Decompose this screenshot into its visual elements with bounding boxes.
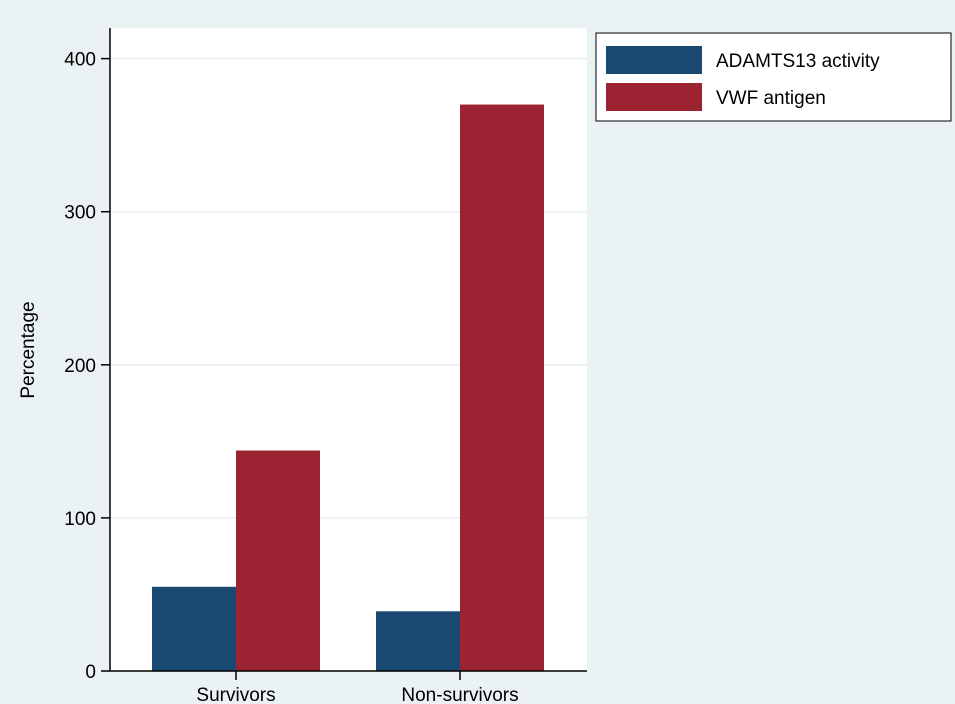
y-tick-label-200: 200 xyxy=(64,356,96,377)
y-axis-title: Percentage xyxy=(18,301,39,398)
x-tick-label-survivors: Survivors xyxy=(196,685,275,704)
y-tick-label-100: 100 xyxy=(64,509,96,530)
legend-swatch-adamts13 xyxy=(606,46,702,74)
legend-swatch-vwf xyxy=(606,83,702,111)
axes xyxy=(109,28,587,672)
bar-non-survivors-adamts13 xyxy=(376,611,460,671)
x-tick-labels: Survivors Non-survivors xyxy=(196,671,519,704)
legend-label-adamts13: ADAMTS13 activity xyxy=(716,51,880,72)
bar-non-survivors-vwf xyxy=(460,104,544,672)
legend-label-vwf: VWF antigen xyxy=(716,88,826,109)
y-ticks: 0 100 200 300 400 xyxy=(64,50,110,683)
legend: ADAMTS13 activity VWF antigen xyxy=(595,32,952,122)
y-tick-label-0: 0 xyxy=(85,662,96,683)
y-tick-label-300: 300 xyxy=(64,203,96,224)
bar-survivors-adamts13 xyxy=(152,586,236,671)
x-tick-label-non-survivors: Non-survivors xyxy=(401,685,518,704)
y-tick-label-400: 400 xyxy=(64,50,96,71)
bar-survivors-vwf xyxy=(236,450,320,671)
bars xyxy=(152,104,544,672)
